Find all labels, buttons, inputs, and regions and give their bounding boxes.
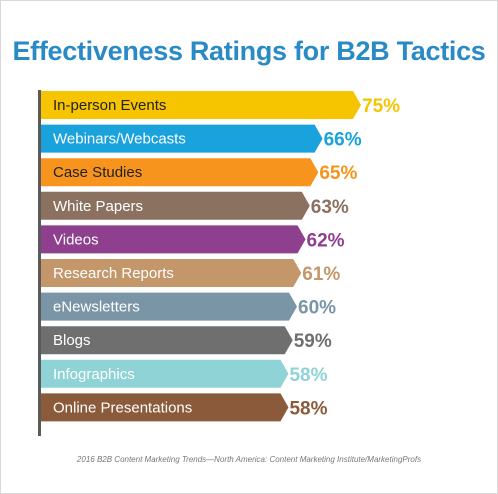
- category-label: Infographics: [53, 366, 135, 383]
- category-label: Online Presentations: [53, 399, 192, 416]
- category-label: Blogs: [53, 332, 91, 349]
- bar: [41, 292, 297, 321]
- y-axis-line: [38, 90, 41, 436]
- value-label: 61%: [302, 264, 340, 285]
- bar: [41, 259, 302, 287]
- category-label: Videos: [53, 231, 99, 248]
- value-label: 66%: [324, 130, 362, 151]
- value-label: 60%: [298, 298, 336, 319]
- bar: [41, 359, 289, 388]
- bar: [41, 158, 319, 187]
- value-label: 59%: [294, 331, 332, 352]
- value-label: 62%: [307, 230, 345, 251]
- category-label: Case Studies: [53, 164, 142, 181]
- bar: [41, 225, 306, 254]
- category-label: eNewsletters: [53, 299, 140, 316]
- category-label: Webinars/Webcasts: [53, 131, 186, 148]
- value-label: 75%: [362, 96, 400, 117]
- value-label: 58%: [289, 365, 327, 386]
- value-label: 65%: [319, 163, 357, 184]
- source-note: 2016 B2B Content Marketing Trends—North …: [76, 455, 422, 464]
- bar: [41, 393, 289, 422]
- category-label: In-person Events: [53, 97, 166, 114]
- bar: [41, 124, 323, 153]
- bar: [41, 191, 310, 220]
- value-label: 63%: [311, 197, 349, 218]
- chart-title: Effectiveness Ratings for B2B Tactics: [12, 36, 486, 66]
- category-label: Research Reports: [53, 265, 174, 282]
- category-label: White Papers: [53, 198, 143, 215]
- value-label: 58%: [289, 398, 327, 419]
- bar: [41, 326, 293, 355]
- bar: [41, 91, 361, 119]
